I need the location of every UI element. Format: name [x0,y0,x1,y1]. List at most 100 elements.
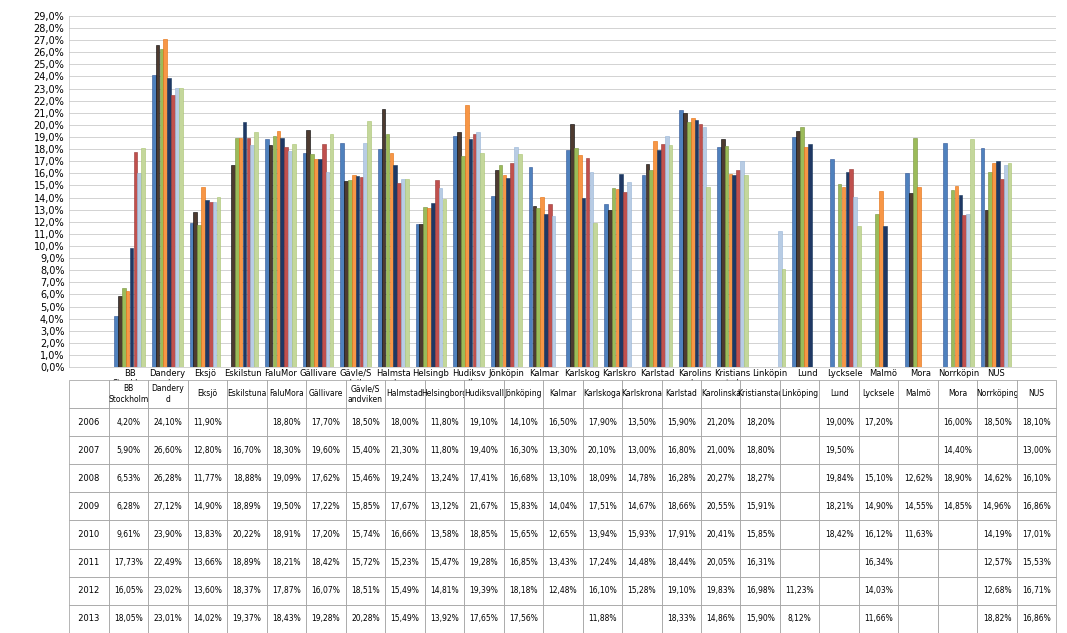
Bar [288,151,291,367]
Bar [281,138,284,367]
Bar [209,202,212,367]
Bar [729,175,732,367]
Bar [687,122,690,367]
Bar [457,132,461,367]
Bar [424,207,427,367]
Bar [175,88,179,367]
Bar [532,206,537,367]
Bar [378,149,382,367]
Bar [133,153,138,367]
Bar [702,127,706,367]
Bar [138,173,141,367]
Bar [318,159,322,367]
Bar [879,191,883,367]
Bar [276,131,281,367]
Bar [913,138,917,367]
Bar [348,180,352,367]
Bar [849,169,853,367]
Bar [1008,163,1012,367]
Bar [163,39,168,367]
Bar [616,189,619,367]
Bar [235,139,239,367]
Bar [269,146,272,367]
Bar [498,165,503,367]
Bar [967,213,970,367]
Bar [838,184,842,367]
Bar [360,177,363,367]
Bar [570,123,574,367]
Bar [239,139,242,367]
Bar [958,195,962,367]
Bar [465,104,468,367]
Bar [190,223,193,367]
Bar [803,146,808,367]
Bar [179,89,182,367]
Bar [800,127,803,367]
Bar [665,135,669,367]
Bar [985,210,988,367]
Bar [608,210,611,367]
Bar [340,143,344,367]
Bar [732,175,736,367]
Bar [970,139,974,367]
Bar [453,135,457,367]
Bar [544,214,547,367]
Bar [623,192,627,367]
Bar [981,148,985,367]
Bar [842,187,845,367]
Bar [330,134,333,367]
Bar [427,208,431,367]
Bar [461,156,465,367]
Bar [683,113,687,367]
Bar [394,165,397,367]
Bar [875,214,879,367]
Bar [854,197,857,367]
Bar [364,143,367,367]
Bar [857,226,861,367]
Bar [706,187,710,367]
Bar [130,248,133,367]
Bar [548,204,552,367]
Bar [611,188,616,367]
Bar [578,155,582,367]
Bar [540,197,544,367]
Bar [355,177,360,367]
Bar [503,175,506,367]
Bar [473,134,476,367]
Bar [883,226,887,367]
Bar [695,120,699,367]
Bar [468,139,473,367]
Bar [537,208,540,367]
Bar [909,192,913,367]
Bar [906,173,909,367]
Bar [156,45,159,367]
Bar [744,175,748,367]
Bar [389,153,394,367]
Bar [205,199,209,367]
Bar [796,131,800,367]
Bar [699,124,702,367]
Bar [477,132,480,367]
Bar [480,153,484,367]
Bar [168,78,171,367]
Bar [992,163,996,367]
Bar [265,139,269,367]
Bar [322,144,325,367]
Bar [141,149,145,367]
Bar [401,180,404,367]
Bar [582,198,586,367]
Bar [382,109,385,367]
Bar [193,212,197,367]
Bar [217,197,220,367]
Bar [242,122,246,367]
Bar [439,188,443,367]
Bar [620,174,623,367]
Bar [122,288,126,367]
Bar [232,165,235,367]
Bar [435,180,439,367]
Bar [491,196,495,367]
Bar [680,110,683,367]
Bar [385,134,389,367]
Bar [660,144,665,367]
Bar [943,143,946,367]
